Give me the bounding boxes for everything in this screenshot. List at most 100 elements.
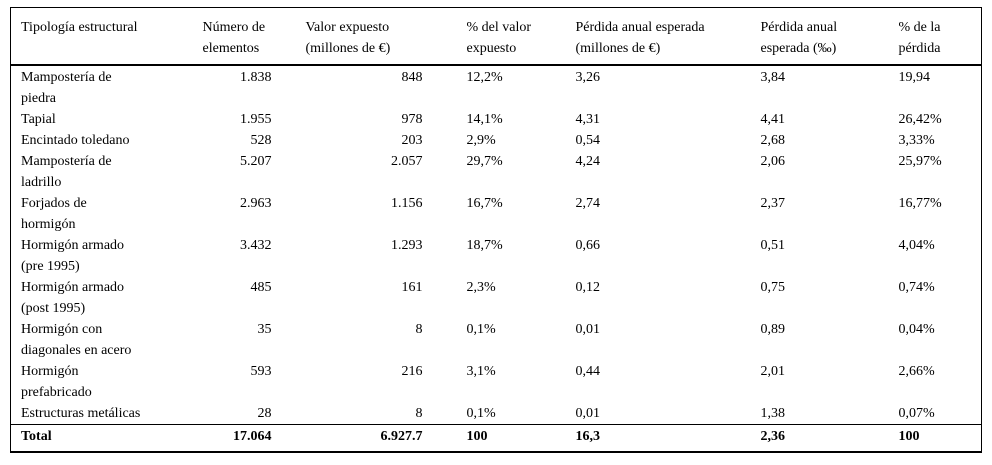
cell-line: pérdida [898, 41, 941, 56]
cell-line: Pérdida anual esperada [575, 20, 705, 35]
table-cell: 2,3% [466, 280, 496, 295]
cell-line: Encintado toledano [21, 133, 130, 148]
cell-line: Tipología estructural [21, 20, 138, 35]
cell-line: diagonales en acero [21, 343, 132, 358]
table-cell: 1.955 [240, 112, 272, 127]
table-cell: 978 [401, 112, 423, 127]
table-cell: 0,01 [575, 322, 601, 337]
cell-line: Forjados de [21, 196, 87, 211]
table-cell: 25,97% [898, 154, 942, 169]
table-cell: Mampostería de ladrillo [11, 151, 191, 193]
table-cell: 8 [415, 406, 423, 421]
table-cell: 0,44 [575, 364, 601, 379]
table-row: Forjados de hormigón 2.963 1.156 16,7% 2,74 2,… [11, 193, 982, 235]
table-row: Hormigón con diagonales en acero 35 8 0,1% 0,… [11, 319, 982, 361]
total-cell: 100 [888, 424, 982, 452]
table-cell: Mampostería de piedra [11, 65, 191, 109]
table-cell: 593 [250, 364, 272, 379]
table-cell: 2,68 [760, 133, 786, 148]
table-cell: 14,1% [466, 112, 503, 127]
table-cell: 2.057 [391, 154, 423, 169]
table-cell: 0,12 [575, 280, 601, 295]
table-cell: 1.293 [391, 238, 423, 253]
total-cell: 16,3 [565, 424, 751, 452]
table-row: Encintado toledano 528 203 2,9% 0,54 2,68 3,33… [11, 130, 982, 151]
cell-line: prefabricado [21, 385, 92, 400]
header-cell: % del valor expuesto [456, 7, 566, 66]
table-cell: 2,66% [898, 364, 935, 379]
table-cell: 0,66 [575, 238, 601, 253]
table-cell: 2,06 [760, 154, 786, 169]
table-cell: Tapial [11, 109, 191, 130]
table-cell: 8 [415, 322, 423, 337]
cell-line: Pérdida anual [760, 20, 838, 35]
table-cell: 0,01 [575, 406, 601, 421]
cell-line: (millones de €) [305, 41, 391, 56]
table-row: Mampostería de piedra 1.838 848 12,2% 3,26 3,8… [11, 65, 982, 109]
cell-line: % del valor [466, 20, 532, 35]
cell-line: ladrillo [21, 175, 62, 190]
cell-line: Hormigón armado [21, 238, 125, 253]
cell-line: Número de [202, 20, 266, 35]
table-cell: 203 [401, 133, 423, 148]
table-cell: 0,89 [760, 322, 786, 337]
table-cell: 2.963 [240, 196, 272, 211]
table-cell: 5.207 [240, 154, 272, 169]
table-row: Estructuras metálicas 28 8 0,1% 0,01 1,38 0,07… [11, 403, 982, 425]
table-cell: 0,54 [575, 133, 601, 148]
cell-line: (pre 1995) [21, 259, 80, 274]
cell-line: Tapial [21, 112, 56, 127]
table-cell: 1,38 [760, 406, 786, 421]
cell-line: (millones de €) [575, 41, 661, 56]
table-cell: 3,33% [898, 133, 935, 148]
total-cell: 2,36 [750, 424, 889, 452]
table-cell: 4,04% [898, 238, 935, 253]
table-cell: Hormigón armado (pre 1995) [11, 235, 191, 277]
header-cell: Pérdida anual esperada (millones de €) [565, 7, 751, 66]
table-cell: 3.432 [240, 238, 272, 253]
table-cell: Forjados de hormigón [11, 193, 191, 235]
table-cell: 18,7% [466, 238, 503, 253]
cell-line: Valor expuesto [305, 20, 390, 35]
table-cell: 28 [257, 406, 272, 421]
table-cell: 1.838 [240, 70, 272, 85]
table-cell: 848 [401, 70, 423, 85]
header-cell: Tipología estructural [10, 7, 191, 66]
cell-line: Mampostería de [21, 154, 112, 169]
cell-line: esperada (‰) [760, 41, 837, 56]
table-row: Mampostería de ladrillo 5.207 2.057 29,7% 4,2… [11, 151, 982, 193]
table-cell: 0,04% [898, 322, 935, 337]
table-cell: 528 [250, 133, 272, 148]
table-cell: 2,9% [466, 133, 496, 148]
header-row: Tipología estructural Número de elementos V… [10, 7, 982, 66]
total-cell: Total [10, 424, 191, 452]
table-cell: 485 [250, 280, 272, 295]
header-cell: Valor expuesto (millones de €) [281, 7, 457, 66]
table-row: Hormigón armado (post 1995) 485 161 2,3% 0,12… [11, 277, 982, 319]
table-cell: 4,41 [760, 112, 786, 127]
total-cell: 100 [456, 424, 566, 452]
cell-line: Hormigón armado [21, 280, 125, 295]
table-cell: 1.156 [391, 196, 423, 211]
header-cell: % de la pérdida [888, 7, 982, 66]
cell-line: hormigón [21, 217, 76, 232]
table-cell: 3,1% [466, 364, 496, 379]
table-cell: 0,75 [760, 280, 786, 295]
table-cell: 19,94 [898, 70, 931, 85]
cell-line: elementos [202, 41, 260, 56]
cell-line: Estructuras metálicas [21, 406, 141, 421]
cell-line: Hormigón con [21, 322, 103, 337]
table-row: Hormigón armado (pre 1995) 3.432 1.293 18,7%… [11, 235, 982, 277]
total-cell: 17.064 [190, 424, 282, 452]
table-cell: 16,77% [898, 196, 942, 211]
table-cell: 0,07% [898, 406, 935, 421]
table-cell: 0,51 [760, 238, 786, 253]
table-cell: Hormigón prefabricado [11, 361, 191, 403]
cell-line: expuesto [466, 41, 517, 56]
total-cell: 6.927.7 [281, 424, 457, 452]
table-cell: 12,2% [466, 70, 503, 85]
total-row: Total 17.064 6.927.7 100 16,3 2,36 100 [10, 424, 982, 452]
table-cell: 35 [257, 322, 272, 337]
table-cell: Encintado toledano [11, 130, 191, 151]
table-cell: 2,01 [760, 364, 786, 379]
